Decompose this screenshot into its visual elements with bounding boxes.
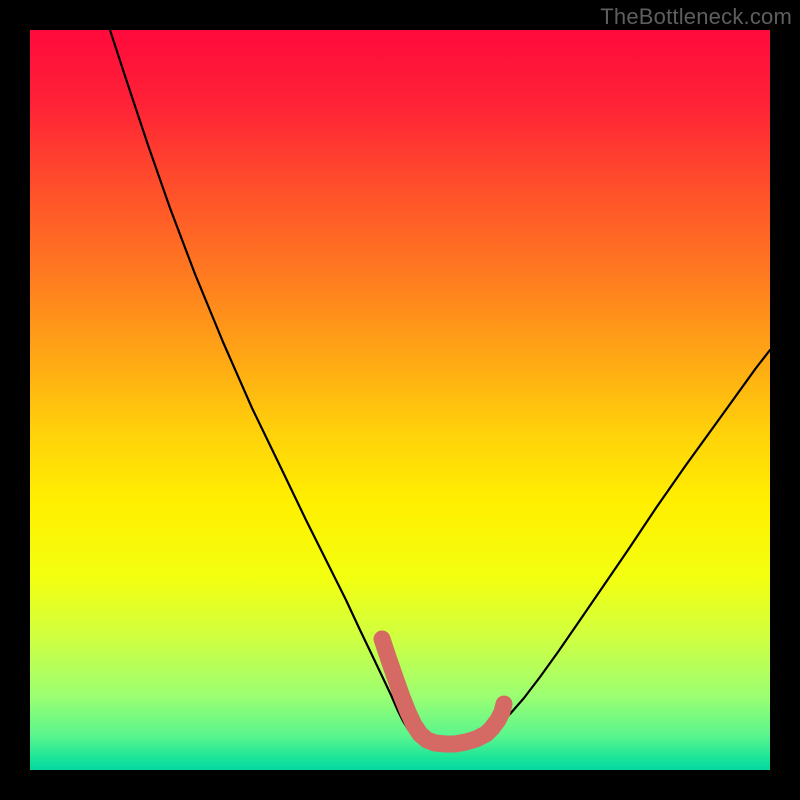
stage: TheBottleneck.com — [0, 0, 800, 800]
bottleneck-chart — [0, 0, 800, 800]
plot-background — [30, 30, 770, 770]
